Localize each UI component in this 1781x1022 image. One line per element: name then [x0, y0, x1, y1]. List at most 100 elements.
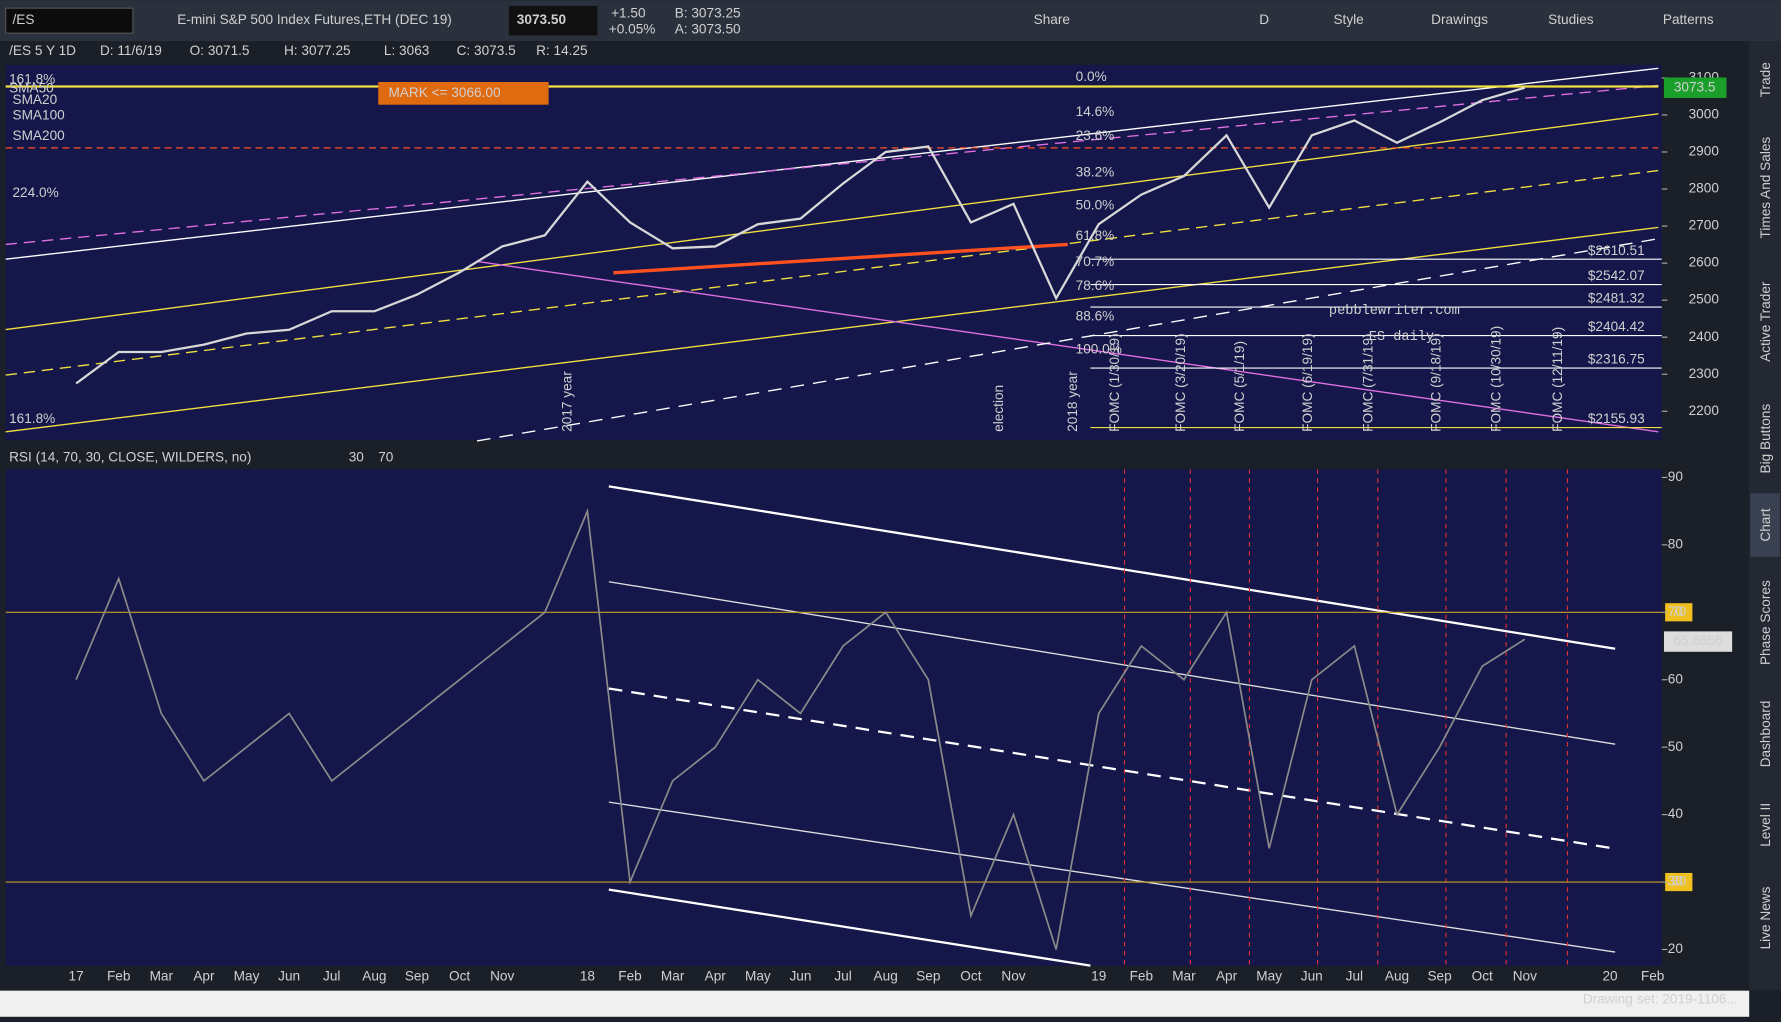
last-price: 3073.50 — [517, 12, 567, 27]
rsi-channel — [608, 687, 1616, 850]
fib-label: 61.8% — [1076, 228, 1115, 243]
series-line — [75, 507, 1526, 950]
rsi-channel — [608, 581, 1616, 745]
toolbar-button[interactable]: Drawings — [1431, 12, 1488, 27]
scrollbar[interactable] — [0, 990, 1750, 1017]
legend-item: SMA200 — [12, 128, 65, 143]
x-tick-label: Feb — [1641, 969, 1664, 984]
reference-label: 30 — [1671, 874, 1687, 889]
study-param: 70 — [378, 450, 394, 465]
side-tab[interactable]: Dashboard — [1758, 701, 1773, 768]
side-tab[interactable]: Trade — [1758, 62, 1773, 97]
toolbar-button[interactable]: Style — [1333, 12, 1363, 27]
study-title: RSI (14, 70, 30, CLOSE, WILDERS, no) — [9, 450, 251, 465]
x-tick-label: Nov — [490, 969, 514, 984]
legend-item: SMA20 — [12, 92, 57, 107]
x-tick-label: Feb — [1130, 969, 1153, 984]
y-tick-label: 2900 — [1689, 144, 1720, 159]
side-tab[interactable]: Times And Sales — [1758, 137, 1773, 239]
side-tab[interactable]: Level II — [1758, 803, 1773, 847]
footer-status: Drawing set: 2019-1106... — [1583, 991, 1738, 1006]
x-tick-label: Aug — [874, 969, 898, 984]
trendline — [5, 67, 1659, 260]
x-tick-label: Apr — [193, 969, 215, 984]
info-item: H: 3077.25 — [284, 43, 351, 58]
toolbar-button[interactable]: Share — [1034, 12, 1070, 27]
x-tick-label: Feb — [107, 969, 130, 984]
mark-order-box[interactable] — [378, 81, 549, 105]
price-level-label: $2155.93 — [1588, 411, 1645, 426]
price-panel — [5, 64, 1662, 440]
y-tick-label: 2500 — [1689, 292, 1720, 307]
x-tick-label: Nov — [1513, 969, 1537, 984]
x-tick-label: 20 — [1602, 969, 1618, 984]
x-tick-label: Nov — [1001, 969, 1025, 984]
legend-item: 161.8% — [9, 411, 55, 426]
x-tick-label: May — [234, 969, 260, 984]
y-tick-label: 90 — [1668, 469, 1684, 484]
y-tick-label: 2700 — [1689, 218, 1720, 233]
price-level-label: $2404.42 — [1588, 319, 1645, 334]
event-label: FOMC (9/18/19) — [1428, 333, 1443, 431]
trendline — [476, 238, 1659, 442]
price-level-label: $2316.75 — [1588, 352, 1645, 367]
toolbar-button[interactable]: D — [1259, 12, 1269, 27]
y-tick-label: 70 — [1668, 604, 1684, 619]
x-tick-label: Sep — [1427, 969, 1451, 984]
side-tab[interactable]: Chart — [1758, 508, 1773, 542]
reference-box — [1665, 872, 1693, 892]
ask: A: 3073.50 — [675, 21, 741, 36]
rsi-channel — [608, 888, 1091, 967]
fib-label: 100.0% — [1076, 342, 1122, 357]
info-item: R: 14.25 — [536, 43, 588, 58]
info-item: O: 3071.5 — [190, 43, 250, 58]
price-level-label: $2610.51 — [1588, 243, 1645, 258]
side-tab[interactable]: Active Trader — [1758, 281, 1773, 362]
series-line — [75, 86, 1526, 385]
y-tick-label: 50 — [1668, 739, 1684, 754]
rsi-channel — [608, 485, 1616, 650]
x-tick-label: Jun — [1301, 969, 1323, 984]
x-tick-label: Oct — [449, 969, 470, 984]
trendlines — [5, 67, 1659, 967]
x-tick-label: Apr — [1216, 969, 1238, 984]
info-item: L: 3063 — [384, 43, 429, 58]
fib-label: 70.7% — [1076, 254, 1115, 269]
info-item: /ES 5 Y 1D — [9, 43, 76, 58]
y-tick-label: 2200 — [1689, 403, 1720, 418]
legend-item: 161.8% — [9, 71, 55, 86]
x-tick-label: Mar — [661, 969, 685, 984]
y-tick-label: 60 — [1668, 671, 1684, 686]
info-item: D: 11/6/19 — [100, 43, 162, 58]
fib-label: 88.6% — [1076, 309, 1115, 324]
symbol-box[interactable] — [5, 7, 134, 34]
fib-label: 50.0% — [1076, 197, 1115, 212]
x-tick-label: Mar — [150, 969, 174, 984]
current-price-label: 3073.5 — [1674, 79, 1716, 94]
price-level-label: $2481.32 — [1588, 291, 1645, 306]
rsi-channel — [608, 801, 1616, 953]
x-tick-label: Jun — [278, 969, 300, 984]
y-tick-label: 2300 — [1689, 366, 1720, 381]
reference-box — [1665, 603, 1693, 622]
fib-label: 23.6% — [1076, 128, 1115, 143]
y-tick-label: 80 — [1668, 536, 1684, 551]
x-tick-label: Apr — [705, 969, 727, 984]
toolbar-button[interactable]: Studies — [1548, 12, 1594, 27]
side-tab[interactable]: Live News — [1758, 886, 1773, 949]
symbol: /ES — [12, 12, 34, 27]
x-tick-label: Aug — [362, 969, 386, 984]
x-tick-label: Jun — [789, 969, 811, 984]
current-price-box — [1664, 77, 1727, 98]
y-tick-label: 40 — [1668, 806, 1684, 821]
trendline — [613, 242, 1068, 275]
side-tab[interactable]: Big Buttons — [1758, 404, 1773, 474]
trendline — [5, 84, 1659, 246]
x-tick-label: Oct — [1472, 969, 1493, 984]
mark-order: MARK <= 3066.00 — [388, 85, 501, 100]
event-label: FOMC (10/30/19) — [1489, 326, 1504, 432]
side-tab[interactable]: Phase Scores — [1758, 580, 1773, 665]
y-tick-label: 2800 — [1689, 181, 1720, 196]
toolbar-button[interactable]: Patterns — [1663, 12, 1714, 27]
